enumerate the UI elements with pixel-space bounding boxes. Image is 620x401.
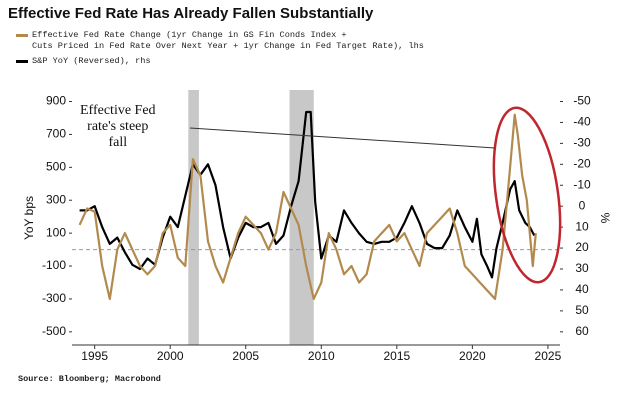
y2-tick-label: 0 [579,198,586,212]
annotation: Effective Fed rate's steep fall [80,103,156,151]
annotation-line: rate's steep [87,119,149,134]
legend-label: S&P YoY (Reversed), rhs [32,56,151,66]
y-tick-label: 500 [46,159,66,173]
y2-tick-label: -50 [573,94,591,108]
x-tick-label: 1995 [81,349,108,363]
annotation-line: Effective Fed [80,103,156,118]
chart-title: Effective Fed Rate Has Already Fallen Su… [8,5,374,22]
y-tick-label: -500 [42,324,66,338]
legend-item: Effective Fed Rate Change (1yr Change in… [16,30,424,52]
y-tick-label: 300 [46,192,66,206]
y-tick-label: -100 [42,258,66,272]
y-axis-label: YoY bps [22,196,36,240]
y-tick-label: -300 [42,291,66,305]
x-tick-label: 2000 [157,349,184,363]
source: Source: Bloomberg; Macrobond [18,374,161,384]
y2-tick-label: -30 [573,136,591,150]
x-tick-label: 2020 [459,349,486,363]
y2-tick-label: 60 [575,324,589,338]
series-line [78,113,537,300]
legend-swatch [16,60,28,63]
y2-tick-label: 30 [575,261,589,275]
y2-tick-label: -20 [573,156,591,170]
recession-shade [188,90,199,345]
x-tick-label: 2010 [308,349,335,363]
y-tick-label: 100 [46,225,66,239]
annotation-connector [189,127,496,149]
y2-tick-label: 10 [575,219,589,233]
x-tick-label: 2015 [383,349,410,363]
y-tick-label: 900 [46,94,66,108]
legend: Effective Fed Rate Change (1yr Change in… [16,30,424,71]
y-tick-label: 700 [46,127,66,141]
x-tick-label: 2025 [535,349,562,363]
annotation-line: fall [108,135,128,150]
y2-tick-label: -40 [573,115,591,129]
y2-tick-label: 20 [575,240,589,254]
legend-item: S&P YoY (Reversed), rhs [16,56,424,67]
legend-swatch [16,34,28,37]
highlight-ellipse [492,106,562,284]
y2-tick-label: 50 [575,303,589,317]
y2-tick-label: 40 [575,282,589,296]
x-tick-label: 2005 [232,349,259,363]
recession-shade [289,90,314,345]
y2-axis-label: % [598,213,612,224]
y2-tick-label: -10 [573,177,591,191]
legend-label: Effective Fed Rate Change (1yr Change in… [32,30,424,51]
